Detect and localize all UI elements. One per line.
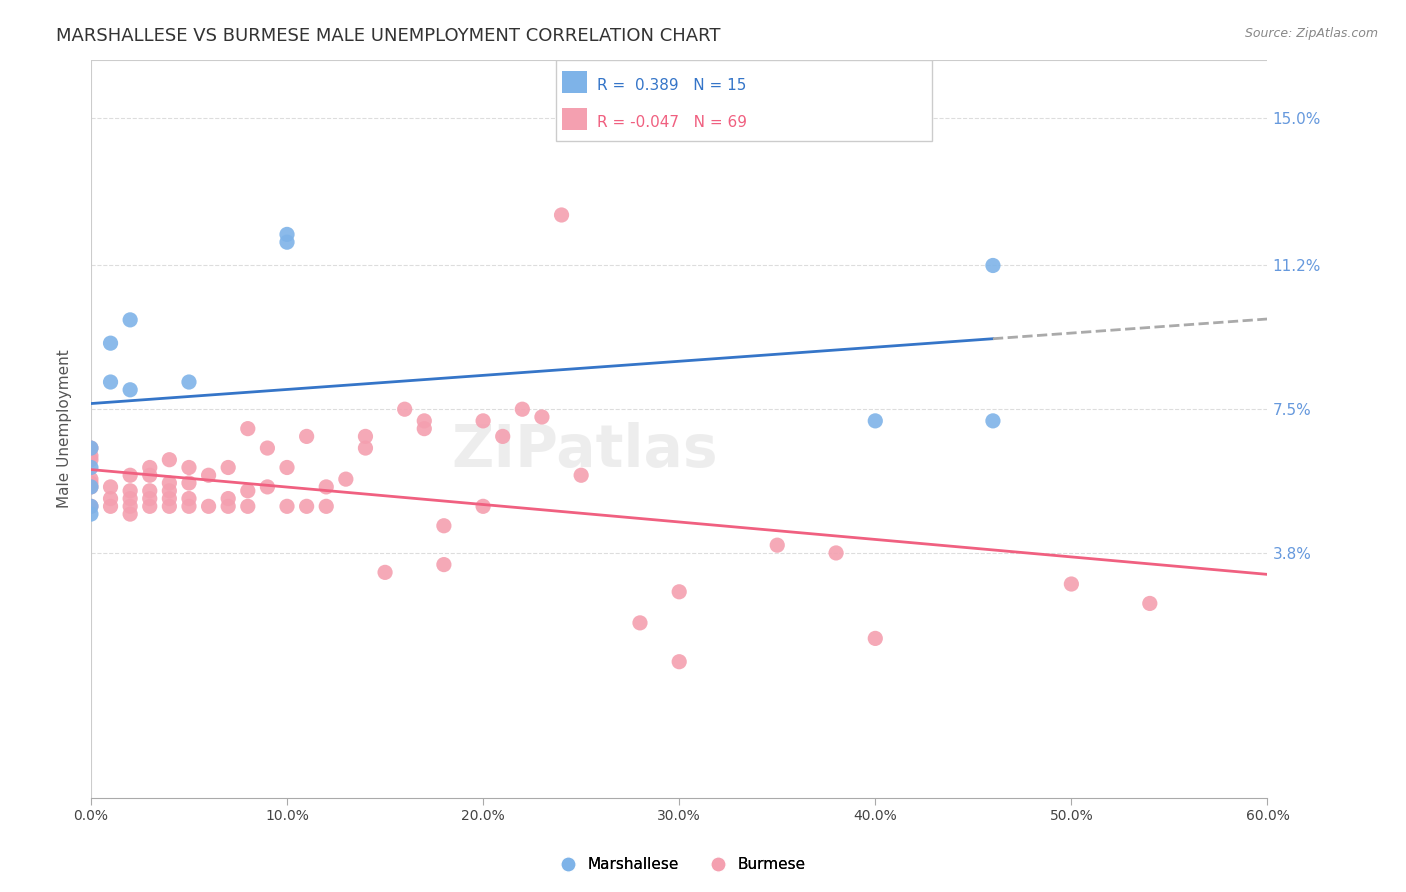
Bar xyxy=(561,108,588,129)
Point xyxy=(374,566,396,580)
Point xyxy=(236,500,259,514)
Point xyxy=(530,409,553,424)
Point xyxy=(295,429,318,443)
Point xyxy=(472,500,495,514)
Point xyxy=(177,476,200,491)
Point xyxy=(100,336,122,351)
Point xyxy=(80,480,103,494)
Point xyxy=(668,584,690,599)
Point xyxy=(157,452,180,467)
Point xyxy=(197,500,219,514)
Point xyxy=(157,500,180,514)
Point xyxy=(1139,597,1161,611)
Point xyxy=(276,227,298,242)
Point xyxy=(100,491,122,506)
Point xyxy=(256,480,278,494)
Point xyxy=(177,460,200,475)
Point xyxy=(177,375,200,389)
Point xyxy=(197,468,219,483)
Point xyxy=(315,500,337,514)
Point xyxy=(157,483,180,498)
Point xyxy=(550,208,572,222)
Point xyxy=(120,383,142,397)
Point xyxy=(433,558,456,572)
Text: ZIPatlas: ZIPatlas xyxy=(451,422,718,479)
Point xyxy=(80,460,103,475)
Point xyxy=(80,500,103,514)
Point xyxy=(354,429,377,443)
Y-axis label: Male Unemployment: Male Unemployment xyxy=(58,350,72,508)
Point xyxy=(433,518,456,533)
Point xyxy=(139,500,162,514)
Point xyxy=(139,460,162,475)
Point xyxy=(120,500,142,514)
Point xyxy=(472,414,495,428)
Point xyxy=(177,500,200,514)
Point xyxy=(413,414,436,428)
Point xyxy=(865,414,887,428)
Point xyxy=(80,480,103,494)
Point xyxy=(120,507,142,521)
Text: R =  0.389   N = 15: R = 0.389 N = 15 xyxy=(596,78,747,93)
Point xyxy=(510,402,533,417)
Point xyxy=(981,414,1004,428)
Point xyxy=(100,375,122,389)
Point xyxy=(335,472,357,486)
Point xyxy=(236,422,259,436)
Text: Source: ZipAtlas.com: Source: ZipAtlas.com xyxy=(1244,27,1378,40)
Point xyxy=(276,500,298,514)
Point xyxy=(865,632,887,646)
Point xyxy=(354,441,377,455)
Point xyxy=(120,468,142,483)
Legend: Marshallese, Burmese: Marshallese, Burmese xyxy=(547,851,811,879)
Point xyxy=(276,460,298,475)
Point xyxy=(80,507,103,521)
Point xyxy=(139,491,162,506)
Point xyxy=(668,655,690,669)
Point xyxy=(157,491,180,506)
Text: R = -0.047   N = 69: R = -0.047 N = 69 xyxy=(585,122,735,137)
Text: R =  0.389   N = 15: R = 0.389 N = 15 xyxy=(585,86,734,101)
Point xyxy=(80,476,103,491)
Point xyxy=(80,472,103,486)
Point xyxy=(120,483,142,498)
Point xyxy=(236,483,259,498)
Point xyxy=(120,313,142,327)
Point xyxy=(394,402,416,417)
Point xyxy=(256,441,278,455)
Point xyxy=(177,491,200,506)
Point xyxy=(766,538,789,552)
Point xyxy=(276,235,298,249)
Point xyxy=(157,476,180,491)
Point xyxy=(80,452,103,467)
Point xyxy=(100,500,122,514)
Point xyxy=(120,491,142,506)
Point xyxy=(217,500,239,514)
Point xyxy=(217,491,239,506)
Point xyxy=(100,480,122,494)
Point xyxy=(413,422,436,436)
Point xyxy=(139,468,162,483)
Point xyxy=(628,615,651,630)
Point xyxy=(295,500,318,514)
Text: R = -0.047   N = 69: R = -0.047 N = 69 xyxy=(596,115,747,130)
Text: MARSHALLESE VS BURMESE MALE UNEMPLOYMENT CORRELATION CHART: MARSHALLESE VS BURMESE MALE UNEMPLOYMENT… xyxy=(56,27,721,45)
Bar xyxy=(561,70,588,93)
Point xyxy=(569,468,592,483)
Point xyxy=(825,546,848,560)
Point xyxy=(217,460,239,475)
Point xyxy=(492,429,515,443)
Point xyxy=(80,441,103,455)
Point xyxy=(315,480,337,494)
Point xyxy=(139,483,162,498)
Point xyxy=(80,500,103,514)
FancyBboxPatch shape xyxy=(555,60,932,141)
Point xyxy=(981,259,1004,273)
Point xyxy=(80,441,103,455)
Point xyxy=(1060,577,1083,591)
Point xyxy=(80,449,103,463)
